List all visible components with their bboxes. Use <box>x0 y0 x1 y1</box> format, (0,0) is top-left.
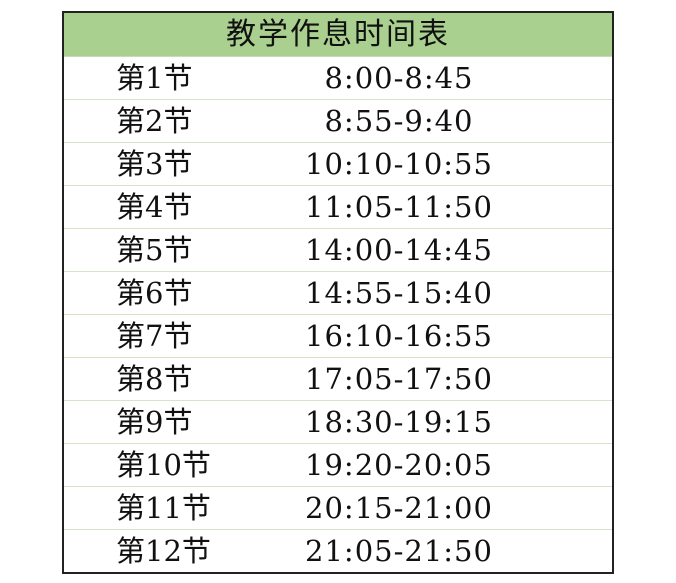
table-row: 第8节 17:05-17:50 <box>64 358 612 401</box>
table-title: 教学作息时间表 <box>64 13 612 57</box>
time-range: 8:00-8:45 <box>324 61 474 95</box>
table-row: 第5节 14:00-14:45 <box>64 229 612 272</box>
period-label: 第10节 <box>116 448 211 482</box>
time-range: 11:05-11:50 <box>305 190 493 224</box>
period-label: 第8节 <box>116 362 193 396</box>
table-row: 第6节 14:55-15:40 <box>64 272 612 315</box>
table-row: 第2节 8:55-9:40 <box>64 100 612 143</box>
period-label: 第12节 <box>116 534 211 568</box>
time-range: 10:10-10:55 <box>305 147 493 181</box>
time-range: 19:20-20:05 <box>305 448 493 482</box>
period-label: 第6节 <box>116 276 193 310</box>
table-row: 第12节 21:05-21:50 <box>64 530 612 572</box>
period-label: 第9节 <box>116 405 193 439</box>
table-row: 第1节 8:00-8:45 <box>64 57 612 100</box>
period-label: 第2节 <box>116 104 193 138</box>
time-range: 18:30-19:15 <box>305 405 493 439</box>
time-range: 20:15-21:00 <box>305 491 493 525</box>
time-range: 16:10-16:55 <box>305 319 493 353</box>
table-body: 第1节 8:00-8:45 第2节 8:55-9:40 第3节 10:10-10:55 第4… <box>64 57 612 572</box>
table-row: 第7节 16:10-16:55 <box>64 315 612 358</box>
period-label: 第1节 <box>116 61 193 95</box>
period-label: 第4节 <box>116 190 193 224</box>
period-label: 第3节 <box>116 147 193 181</box>
table-row: 第4节 11:05-11:50 <box>64 186 612 229</box>
time-range: 14:00-14:45 <box>305 233 493 267</box>
time-range: 17:05-17:50 <box>305 362 493 396</box>
time-range: 8:55-9:40 <box>324 104 474 138</box>
time-range: 21:05-21:50 <box>305 534 493 568</box>
time-range: 14:55-15:40 <box>305 276 493 310</box>
schedule-table: 教学作息时间表 第1节 8:00-8:45 第2节 8:55-9:40 第3节 10:10… <box>62 11 614 574</box>
table-row: 第11节 20:15-21:00 <box>64 487 612 530</box>
table-row: 第10节 19:20-20:05 <box>64 444 612 487</box>
period-label: 第11节 <box>116 491 211 525</box>
period-label: 第5节 <box>116 233 193 267</box>
period-label: 第7节 <box>116 319 193 353</box>
table-row: 第3节 10:10-10:55 <box>64 143 612 186</box>
table-row: 第9节 18:30-19:15 <box>64 401 612 444</box>
